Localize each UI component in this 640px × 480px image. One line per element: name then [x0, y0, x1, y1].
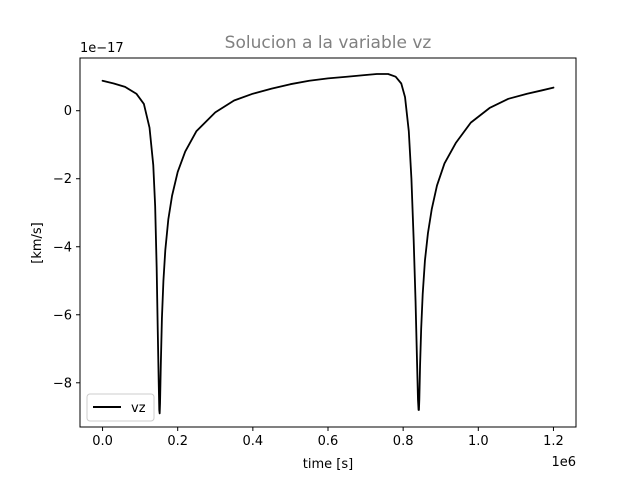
- x-tick-label: 1.2: [543, 434, 564, 449]
- chart-title: Solucion a la variable vz: [225, 33, 432, 53]
- y-tick-label: −4: [53, 240, 72, 255]
- x-offset-label: 1e6: [551, 455, 576, 470]
- x-tick-label: 1.0: [468, 434, 489, 449]
- series-layer: [101, 73, 555, 415]
- x-tick-label: 0.2: [167, 434, 188, 449]
- y-tick-label: −8: [53, 376, 72, 391]
- x-tick-label: 0.8: [393, 434, 414, 449]
- y-tick-label: −6: [53, 308, 72, 323]
- y-axis-label: [km/s]: [30, 222, 45, 264]
- x-tick-label: 0.6: [318, 434, 339, 449]
- x-axis-label: time [s]: [303, 457, 353, 472]
- legend-label-vz: vz: [131, 401, 146, 416]
- legend: vz: [86, 393, 155, 422]
- y-tick-label: 0: [64, 104, 72, 119]
- series-line-vz: [101, 73, 555, 415]
- x-tick-label: 0.0: [92, 434, 113, 449]
- y-axis-ticks: 0 −2 −4 −6 −8: [53, 104, 80, 391]
- y-offset-label: 1e−17: [80, 41, 124, 56]
- y-tick-label: −2: [53, 172, 72, 187]
- x-tick-label: 0.4: [243, 434, 264, 449]
- x-axis-ticks: 0.0 0.2 0.4 0.6 0.8 1.0 1.2: [92, 427, 564, 449]
